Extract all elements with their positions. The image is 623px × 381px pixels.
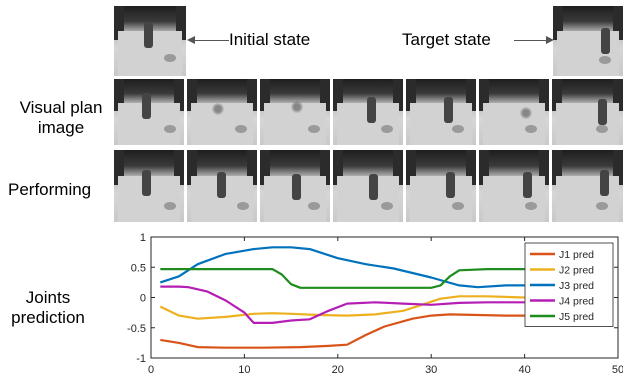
visual-plan-label: Visual plan image — [2, 98, 120, 138]
performing-frame — [260, 150, 330, 222]
performing-frame — [552, 150, 623, 222]
y-tick-label: 1 — [140, 232, 146, 244]
x-tick-label: 50 — [612, 364, 623, 376]
performing-frame — [479, 150, 549, 222]
joints-prediction-label: Joints prediction — [0, 288, 96, 328]
visual-plan-frame — [552, 79, 623, 145]
visual-plan-frame — [406, 79, 476, 145]
performing-row — [114, 150, 623, 222]
series-line-j5-pred — [160, 268, 525, 289]
joints-prediction-label-line2: prediction — [11, 308, 85, 327]
visual-plan-frame — [260, 79, 330, 145]
performing-frame — [406, 150, 476, 222]
visual-plan-row — [114, 79, 623, 145]
legend-entry: J3 pred — [559, 280, 594, 292]
x-tick-label: 20 — [332, 364, 344, 376]
series-line-j4-pred — [160, 285, 525, 324]
visual-plan-frame — [333, 79, 403, 145]
series-line-j3-pred — [159, 246, 525, 289]
initial-state-label: Initial state — [229, 30, 311, 49]
visual-plan-frame — [187, 79, 257, 145]
x-tick-label: 10 — [238, 364, 250, 376]
legend-box — [524, 242, 614, 327]
y-tick-label: 0.5 — [131, 262, 146, 274]
y-tick-label: 0 — [140, 293, 146, 305]
performing-frame — [187, 150, 257, 222]
visual-plan-frame — [114, 79, 184, 145]
target-state-label: Target state — [402, 30, 491, 49]
performing-label: Performing — [8, 180, 92, 199]
legend-entry: J4 pred — [559, 296, 594, 308]
initial-state-image — [114, 6, 186, 76]
x-tick-label: 40 — [518, 364, 530, 376]
x-tick-label: 0 — [148, 364, 154, 376]
initial-state-arrow — [187, 36, 229, 44]
performing-frame — [333, 150, 403, 222]
joints-prediction-label-line1: Joints — [25, 288, 71, 307]
target-state-arrow — [514, 36, 554, 44]
legend-entry: J5 pred — [559, 311, 594, 323]
performing-frame — [114, 150, 184, 222]
x-tick-label: 30 — [425, 364, 437, 376]
visual-plan-frame — [479, 79, 549, 145]
target-state-image — [553, 6, 623, 76]
series-line-j1-pred — [160, 313, 525, 349]
legend-entry: J1 pred — [559, 249, 594, 261]
legend-entry: J2 pred — [559, 265, 594, 277]
series-line-j2-pred — [159, 295, 525, 320]
visual-plan-label-line2: image — [37, 118, 85, 137]
y-tick-label: -0.5 — [127, 323, 146, 335]
visual-plan-label-line1: Visual plan — [19, 98, 103, 117]
y-tick-label: -1 — [136, 353, 146, 365]
